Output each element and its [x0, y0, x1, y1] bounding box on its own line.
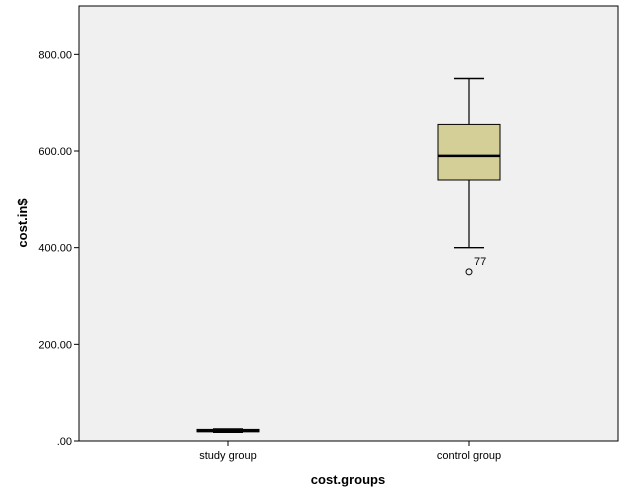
x-tick-label: study group [199, 450, 256, 462]
x-tick-label: control group [437, 450, 501, 462]
y-tick-label: 800.00 [38, 49, 72, 61]
outlier-point [465, 268, 473, 276]
iqr-box [437, 123, 501, 181]
box-control-group: 77 [437, 77, 501, 276]
x-axis: study group control group [199, 441, 501, 462]
plot-area [78, 5, 619, 442]
y-tick-label: 600.00 [38, 146, 72, 158]
outlier-label: 77 [474, 256, 486, 268]
box-study-group [196, 428, 260, 433]
y-tick-label: 400.00 [38, 243, 72, 255]
y-axis: .00 200.00 400.00 600.00 800.00 [38, 49, 79, 448]
y-axis-title: cost.in$ [15, 198, 30, 248]
y-tick-label: 200.00 [38, 339, 72, 351]
y-tick-label: .00 [57, 436, 72, 448]
x-axis-title: cost.groups [311, 472, 385, 487]
boxes-group: 77 [196, 77, 501, 433]
